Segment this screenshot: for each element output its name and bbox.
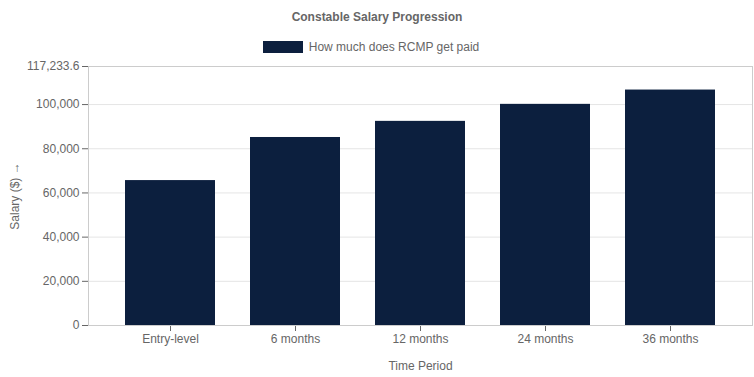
svg-text:60,000: 60,000 [43,186,80,200]
svg-text:80,000: 80,000 [43,142,80,156]
svg-text:12 months: 12 months [392,332,448,346]
svg-text:36 months: 36 months [642,332,698,346]
svg-text:117,233.6: 117,233.6 [27,60,80,73]
svg-text:Salary ($) →: Salary ($) → [8,162,22,229]
svg-text:Entry-level: Entry-level [142,332,199,346]
html-text:Constable Salary Progression: Constable Salary Progression [291,10,463,24]
svg-text:20,000: 20,000 [43,274,80,288]
svg-text:Time Period: Time Period [388,359,452,373]
svg-text:6 months: 6 months [271,332,320,346]
html-text:How much does RCMP get paid: How much does RCMP get paid [308,40,480,54]
svg-text:40,000: 40,000 [43,230,80,244]
svg-text:24 months: 24 months [517,332,573,346]
svg-text:100,000: 100,000 [36,97,80,111]
svg-text:0: 0 [73,318,80,332]
